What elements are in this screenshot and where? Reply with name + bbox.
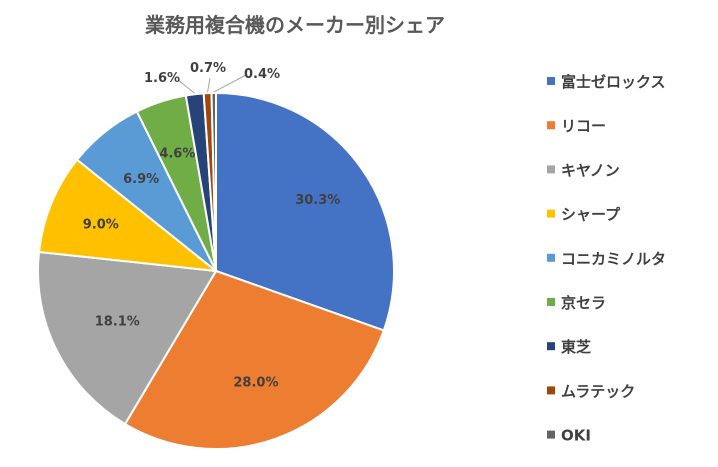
data-label-4: 9.0% (83, 217, 119, 232)
legend-label-1: 富士ゼロックス (561, 73, 666, 91)
legend-label-3: キヤノン (561, 161, 620, 179)
data-label-8: 0.7% (190, 61, 226, 76)
legend-swatch-2 (547, 121, 555, 130)
legend-label-5: コニカミノルタ (561, 250, 666, 268)
pie-slices (37, 91, 395, 450)
pie-slice-9 (210, 91, 217, 272)
data-label-9: 0.4% (244, 67, 280, 82)
legend-swatch-1 (547, 77, 555, 85)
legend-label-8: ムラテック (561, 382, 635, 400)
pie-slice-1 (215, 91, 395, 332)
data-label-2: 28.0% (233, 375, 278, 390)
data-labels: 30.3% 28.0% 18.1% 9.0% 6.9%4.6% 1.6% 0.7% 0.4% (83, 61, 341, 390)
legend-label-4: シャープ (561, 206, 621, 224)
leader-lines (177, 74, 247, 94)
pie-slice-4 (37, 158, 220, 273)
legend-swatch-9 (547, 430, 555, 439)
legend-label-9: OKI (561, 427, 591, 445)
data-label-6: 4.6% (159, 147, 195, 162)
legend-swatch-4 (547, 209, 555, 218)
data-label-1: 30.3% (295, 193, 340, 208)
leader-line-7 (177, 79, 195, 94)
legend-swatch-7 (547, 342, 555, 351)
legend-label-7: 東芝 (561, 338, 591, 356)
data-label-5: 6.9% (123, 172, 159, 187)
pie-slice-3 (37, 250, 218, 426)
leader-line-9 (213, 74, 247, 93)
chart-title: 業務用複合機のメーカー別シェア (145, 13, 445, 37)
legend-swatch-5 (547, 253, 555, 262)
legend-swatch-3 (547, 165, 555, 174)
data-label-7: 1.6% (144, 71, 180, 86)
leader-line-8 (207, 77, 211, 93)
legend-label-2: リコー (561, 117, 606, 135)
legend-swatch-8 (547, 386, 555, 395)
legend-swatch-6 (547, 298, 555, 306)
legend-label-6: 京セラ (561, 294, 606, 312)
data-label-3: 18.1% (95, 314, 140, 329)
